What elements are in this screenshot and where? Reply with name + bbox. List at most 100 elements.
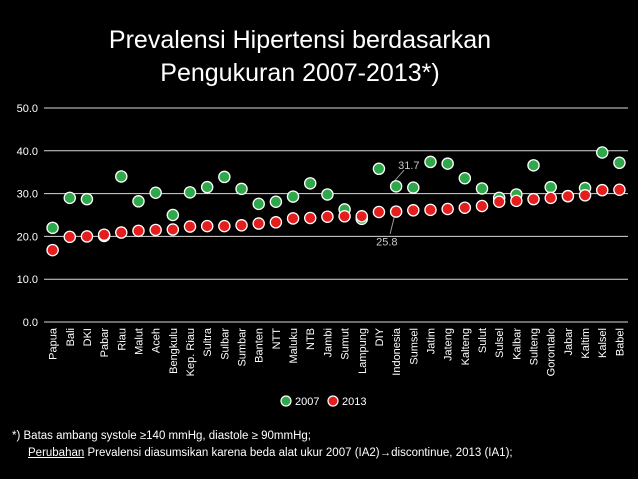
marker-2013-ntb: [303, 211, 317, 225]
marker-2007-gorontalo: [544, 180, 557, 194]
marker-2013-maluku: [286, 212, 300, 225]
marker-2007-bali: [63, 191, 77, 205]
marker-2007-sumsel: [407, 181, 420, 194]
marker-2007-papua: [46, 221, 59, 235]
x-tick-label: Bali: [65, 328, 77, 346]
y-tick-label: 40.0: [17, 146, 38, 158]
annotation-leader-2007: [393, 169, 405, 182]
footnote-word-perubahan: Perubahan: [28, 447, 85, 459]
marker-2013-malut: [132, 224, 145, 238]
marker-2013-gorontalo: [544, 191, 557, 205]
footnote: *) Batas ambang systole ≥140 mmHg, diast…: [12, 428, 513, 462]
x-tick-label: Jambi: [322, 328, 334, 357]
marker-2013-sulut: [475, 199, 489, 213]
x-tick-label: NTT: [271, 328, 283, 350]
marker-2013-sultra: [200, 219, 214, 233]
x-tick-label: Pabar: [99, 328, 111, 358]
marker-2013-papua: [46, 243, 59, 257]
x-tick-label: Babel: [614, 328, 626, 356]
x-tick-label: Aceh: [151, 328, 163, 353]
y-tick-label: 20.0: [17, 231, 38, 243]
arrow-right-icon: →: [379, 447, 392, 459]
marker-2013-sulteng: [527, 192, 540, 206]
marker-2007-diy: [372, 162, 386, 176]
marker-2007-kep-riau: [183, 186, 197, 199]
marker-2013-babel: [613, 183, 626, 196]
marker-2013-ntt: [269, 216, 283, 229]
legend-marker-2007: [280, 395, 292, 407]
y-tick-label: 30.0: [17, 189, 38, 201]
marker-2013-bali: [63, 230, 77, 244]
x-tick-label: DIY: [374, 327, 386, 346]
marker-2007-jateng: [441, 157, 454, 170]
x-tick-label: Kep. Riau: [185, 328, 197, 376]
x-tick-label: Kaltim: [580, 328, 592, 359]
x-tick-label: Gorontalo: [546, 328, 558, 376]
marker-2013-sumsel: [407, 204, 420, 217]
annotation-label-2007: 31.7: [398, 160, 419, 172]
marker-2013-jatim: [424, 203, 437, 217]
marker-2013-aceh: [149, 223, 162, 237]
footnote-text-end: discontinue, 2013 (IA1);: [391, 447, 513, 459]
marker-2007-babel: [613, 156, 626, 170]
x-tick-label: Jateng: [443, 328, 455, 361]
marker-2013-jabar: [561, 189, 575, 203]
marker-2007-sulteng: [527, 159, 540, 172]
legend-label-2007: 2007: [295, 396, 319, 408]
marker-2007-kalteng: [458, 171, 472, 185]
marker-2013-diy: [372, 205, 386, 219]
x-tick-label: Banten: [254, 328, 266, 363]
chart-title: Prevalensi Hipertensi berdasarkan Penguk…: [40, 24, 560, 90]
marker-2013-lampung: [355, 210, 369, 223]
x-tick-label: Indonesia: [391, 327, 403, 376]
marker-2007-sumbar: [235, 182, 248, 196]
x-tick-label: Sultra: [202, 327, 214, 357]
marker-2013-sulbar: [218, 219, 231, 233]
marker-2013-indonesia: [389, 205, 403, 218]
x-tick-label: Kalteng: [460, 328, 472, 365]
x-tick-label: Kalbar: [511, 328, 523, 360]
x-tick-label: Jatim: [425, 328, 437, 354]
x-tick-label: Sulut: [477, 328, 489, 353]
marker-2013-kep-riau: [183, 220, 197, 233]
legend-label-2013: 2013: [342, 396, 366, 408]
annotation-leader-2013: [389, 217, 395, 234]
y-tick-label: 0.0: [23, 317, 38, 329]
x-tick-label: Kalsel: [597, 328, 609, 358]
marker-2007-aceh: [149, 186, 162, 199]
footnote-line2: Perubahan Prevalensi diasumsikan karena …: [12, 445, 513, 462]
marker-2013-pabar: [97, 228, 111, 241]
marker-2013-sumbar: [235, 219, 248, 232]
marker-2013-dki: [80, 230, 94, 243]
marker-2013-jambi: [321, 210, 334, 223]
marker-2007-ntt: [269, 195, 283, 208]
marker-2007-dki: [80, 192, 94, 206]
marker-2007-sulbar: [218, 170, 231, 184]
x-tick-label: Papua: [48, 327, 60, 360]
x-tick-label: Lampung: [357, 328, 369, 374]
chart-title-line2: Pengukuran 2007-2013*): [160, 59, 440, 87]
chart-title-line1: Prevalensi Hipertensi berdasarkan: [108, 26, 492, 54]
marker-2013-sulsel: [492, 195, 506, 208]
marker-2013-kalsel: [595, 183, 609, 197]
x-tick-label: Bengkulu: [168, 328, 180, 374]
y-tick-label: 50.0: [17, 103, 38, 115]
x-tick-label: Sumsel: [408, 328, 420, 365]
x-tick-label: Sulbar: [219, 328, 231, 360]
marker-2013-jateng: [441, 202, 454, 216]
marker-2007-bengkulu: [166, 208, 180, 222]
marker-2007-maluku: [286, 190, 300, 203]
marker-2013-sumut: [338, 210, 351, 223]
marker-2013-bengkulu: [166, 223, 180, 236]
footnote-line1: *) Batas ambang systole ≥140 mmHg, diast…: [12, 430, 311, 442]
legend-marker-2013: [327, 395, 339, 407]
marker-2007-sulut: [475, 182, 489, 195]
marker-2013-banten: [252, 217, 265, 230]
marker-2007-jatim: [424, 155, 437, 169]
marker-2013-kalbar: [510, 194, 523, 208]
marker-2013-kalteng: [458, 201, 472, 214]
chart-svg: 0.0 10.0 20.0 30.0 40.0 50.0 Papua Bali DKI Pabar…: [17, 103, 628, 408]
x-tick-label: Riau: [116, 328, 128, 351]
x-tick-label: DKI: [82, 328, 94, 346]
x-tick-label: NTB: [305, 328, 317, 350]
